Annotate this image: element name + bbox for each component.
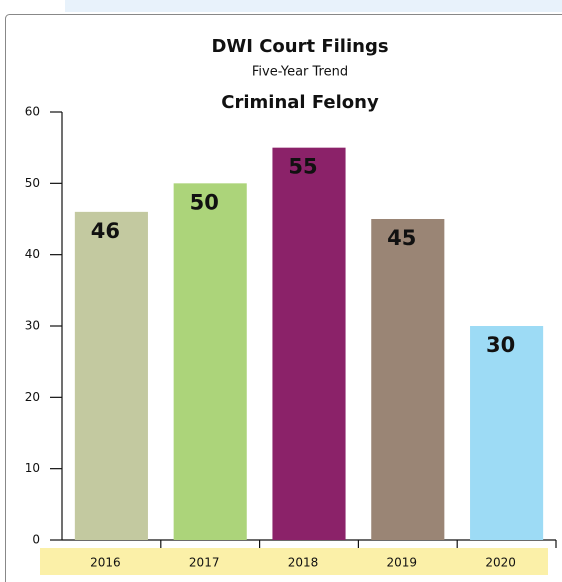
x-tick-label: 2016 [90,556,121,570]
bar [272,147,346,540]
y-tick-label: 10 [25,461,40,475]
x-tick-label: 2019 [387,556,418,570]
chart-title: DWI Court Filings [211,36,388,57]
chart-subtitle: Five-Year Trend [252,65,348,80]
value-label: 45 [387,226,416,250]
x-tick-label: 2018 [288,556,319,570]
y-tick-label: 30 [25,319,40,333]
value-label: 55 [288,155,317,179]
y-tick-label: 60 [25,105,40,119]
chart-subtitle: Criminal Felony [221,92,379,113]
value-label: 46 [91,219,120,243]
y-tick-label: 0 [32,533,40,547]
value-label: 30 [486,333,515,357]
category-band [40,548,548,575]
bar [173,183,247,541]
y-tick-label: 20 [25,390,40,404]
bar [371,219,445,540]
x-tick-label: 2017 [189,556,220,570]
value-label: 50 [190,190,219,214]
y-tick-label: 40 [25,247,40,261]
y-tick-label: 50 [25,176,40,190]
bar [470,326,544,540]
x-tick-label: 2020 [485,556,516,570]
top-band [65,0,562,12]
bar [74,211,148,540]
